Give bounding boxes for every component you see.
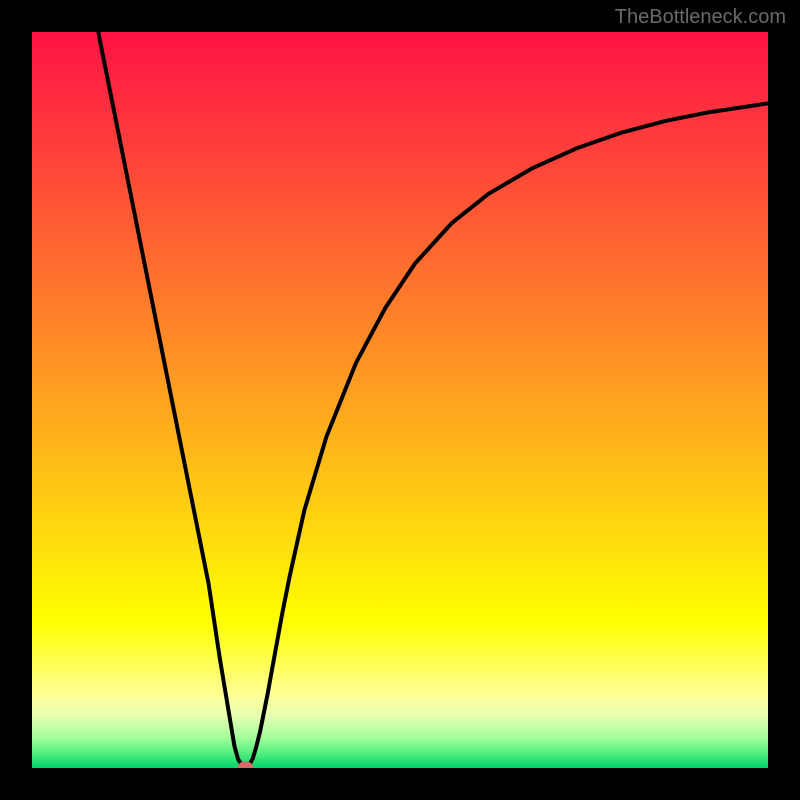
plot-area bbox=[32, 32, 768, 768]
attribution-text: TheBottleneck.com bbox=[615, 6, 786, 29]
plot-svg bbox=[32, 32, 768, 768]
gradient-background bbox=[32, 32, 768, 768]
